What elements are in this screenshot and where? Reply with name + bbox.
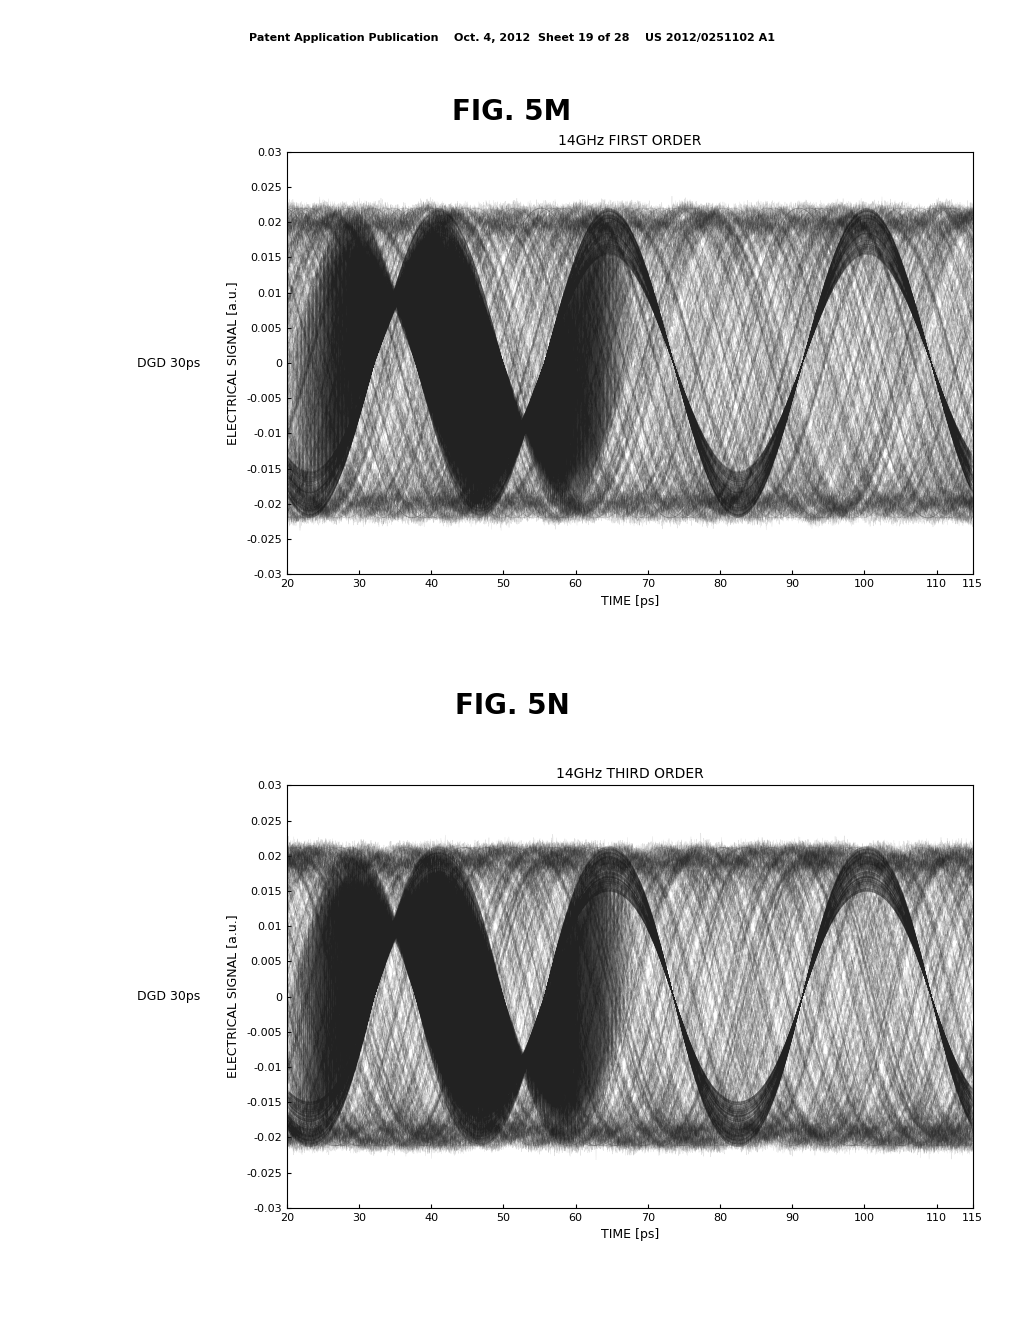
X-axis label: TIME [ps]: TIME [ps] [601, 1228, 658, 1241]
X-axis label: TIME [ps]: TIME [ps] [601, 594, 658, 607]
Text: DGD 30ps: DGD 30ps [137, 356, 201, 370]
Text: Patent Application Publication    Oct. 4, 2012  Sheet 19 of 28    US 2012/025110: Patent Application Publication Oct. 4, 2… [249, 33, 775, 44]
Text: DGD 30ps: DGD 30ps [137, 990, 201, 1003]
Title: 14GHz FIRST ORDER: 14GHz FIRST ORDER [558, 133, 701, 148]
Title: 14GHz THIRD ORDER: 14GHz THIRD ORDER [556, 767, 703, 781]
Y-axis label: ELECTRICAL SIGNAL [a.u.]: ELECTRICAL SIGNAL [a.u.] [226, 915, 240, 1078]
Text: FIG. 5N: FIG. 5N [455, 692, 569, 721]
Text: FIG. 5M: FIG. 5M [453, 98, 571, 127]
Y-axis label: ELECTRICAL SIGNAL [a.u.]: ELECTRICAL SIGNAL [a.u.] [226, 281, 240, 445]
